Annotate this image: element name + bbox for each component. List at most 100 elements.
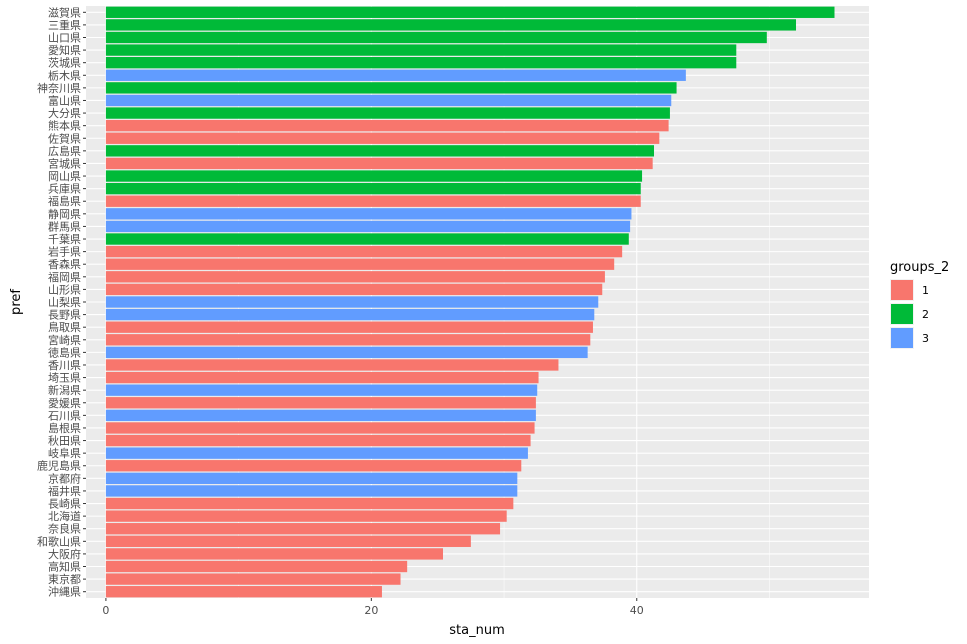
bar [105,57,737,69]
bar [105,308,595,321]
y-tick-label: 福井県 [48,484,81,498]
legend: groups_2 1 2 3 [890,260,949,349]
bar [105,245,623,258]
y-tick-label: 高知県 [48,560,81,574]
bar [105,283,603,296]
legend-label: 2 [922,308,929,321]
legend-title: groups_2 [890,260,949,275]
bar [105,371,539,384]
y-tick-label: 神奈川県 [37,81,81,95]
y-tick-label: 栃木県 [48,68,81,82]
bar [105,208,632,220]
y-tick-label: 京都府 [48,471,81,485]
y-tick-label: 岐阜県 [48,447,81,460]
y-tick-label: 滋賀県 [48,6,81,19]
y-tick-label: 大阪府 [48,547,81,561]
legend-label: 3 [922,332,929,345]
bars [105,6,835,598]
x-tick-label: 40 [630,604,644,617]
y-tick-label: 香川県 [48,359,81,372]
y-tick-label: 山梨県 [48,295,81,309]
y-axis-title: pref [9,289,24,315]
x-tick-label: 20 [364,604,378,617]
y-tick-label: 兵庫県 [48,182,81,196]
y-tick-label: 沖縄県 [48,585,81,599]
y-tick-label: 富山県 [48,93,81,107]
y-tick-label: 長崎県 [48,497,81,511]
bar [105,321,593,333]
y-tick-label: 埼玉県 [48,371,81,385]
bar [105,485,518,497]
bar [105,447,528,459]
y-tick-label: 茨城県 [48,56,81,70]
bar [105,397,536,409]
y-tick-label: 東京都 [48,572,81,586]
bar [105,296,599,308]
y-tick-label: 宮崎県 [48,333,81,347]
bar [105,497,514,510]
y-tick-label: 三重県 [48,18,81,32]
y-tick-label: 群馬県 [48,219,81,233]
bar [105,258,615,270]
y-tick-label: 山口県 [48,31,81,44]
y-tick-label: 佐賀県 [48,131,81,145]
bar [105,170,643,182]
y-tick-label: 宮城県 [48,156,81,170]
bar [105,573,401,585]
x-tick-labels: 0 20 40 [102,598,644,617]
bar [105,233,629,245]
bar [105,119,669,132]
bar [105,523,501,535]
y-tick-label: 鹿児島県 [37,459,81,473]
y-tick-label: 千葉県 [48,232,81,246]
y-tick-label: 岡山県 [48,170,81,183]
y-tick-label: 和歌山県 [37,534,81,548]
bar [105,434,531,447]
bar [105,69,686,81]
legend-key [891,304,913,324]
y-tick-label: 香森県 [48,257,81,271]
bar [105,132,660,144]
y-tick-label: 愛媛県 [48,396,81,410]
bar [105,334,591,346]
y-tick-label: 石川県 [48,409,81,422]
bar [105,220,631,233]
y-tick-label: 鳥取県 [48,320,81,334]
y-tick-label: 大分県 [48,106,81,120]
bar [105,560,408,573]
bar [105,548,443,560]
legend-label: 1 [922,284,929,297]
bar [105,145,655,157]
y-tick-label: 熊本県 [48,119,81,133]
y-tick-label: 長野県 [48,309,81,322]
x-tick-label: 0 [102,604,109,617]
y-tick-label: 徳島県 [48,345,81,359]
bar [105,586,382,598]
bar [105,182,641,195]
bar [105,271,605,283]
y-tick-label: 山形県 [48,283,81,296]
y-tick-label: 静岡県 [48,207,81,221]
bar [105,157,653,170]
bar [105,94,672,107]
y-tick-label: 福岡県 [48,270,81,284]
bar [105,510,507,522]
bar [105,535,471,547]
y-tick-label: 新潟県 [48,383,81,397]
y-tick-label: 岩手県 [48,245,81,259]
bar [105,195,641,207]
bar [105,6,835,18]
bar [105,19,797,31]
y-tick-label: 北海道 [48,509,81,523]
bar [105,384,538,396]
bar [105,472,518,485]
y-tick-label: 愛知県 [48,43,81,57]
bar [105,31,767,44]
bar [105,82,677,94]
bar [105,107,670,119]
bar [105,44,737,56]
legend-key [891,328,913,348]
y-tick-label: 奈良県 [48,522,81,536]
y-tick-labels: 滋賀県三重県山口県愛知県茨城県栃木県神奈川県富山県大分県熊本県佐賀県広島県宮城県… [37,6,86,599]
